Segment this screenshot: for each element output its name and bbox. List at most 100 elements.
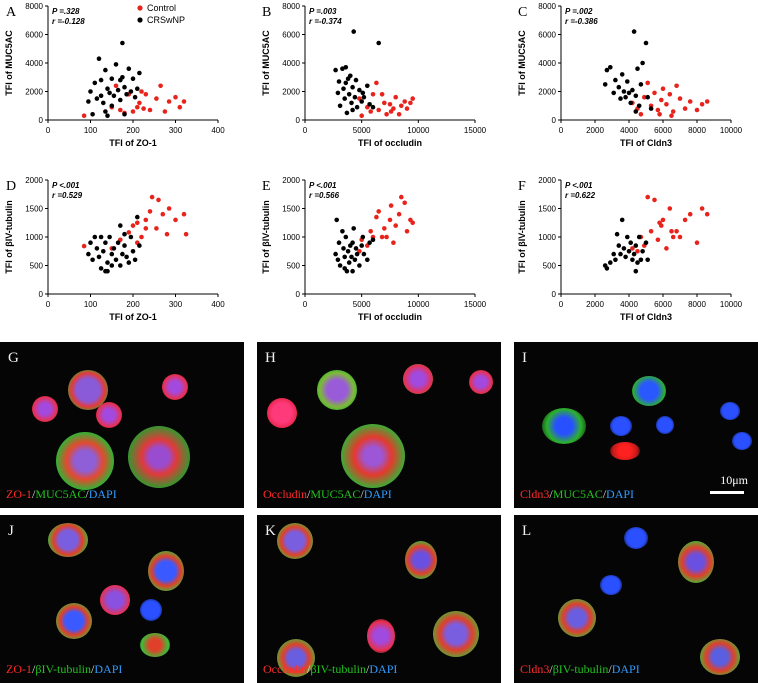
- point-control: [384, 234, 389, 240]
- cell: [610, 416, 632, 436]
- point-crswnp: [105, 268, 110, 274]
- point-crswnp: [608, 65, 613, 70]
- point-crswnp: [625, 234, 630, 240]
- point-control: [135, 220, 140, 226]
- stat-p: P <.001: [309, 181, 337, 190]
- x-axis-label: TFI of occludin: [358, 138, 422, 148]
- point-crswnp: [645, 257, 650, 263]
- point-crswnp: [633, 243, 639, 248]
- point-crswnp: [359, 243, 365, 248]
- stat-r: r =0.529: [52, 191, 83, 200]
- point-crswnp: [614, 231, 620, 237]
- point-control: [657, 220, 662, 226]
- cell: [48, 523, 88, 557]
- cell: [140, 633, 170, 657]
- point-crswnp: [350, 268, 355, 274]
- point-crswnp: [365, 257, 370, 263]
- point-crswnp: [633, 268, 639, 274]
- point-control: [660, 217, 666, 223]
- point-crswnp: [638, 257, 644, 263]
- stain-label: ZO-1/βIV-tubulin/DAPI: [6, 662, 122, 677]
- x-tick-label: 0: [303, 126, 308, 135]
- point-control: [379, 234, 385, 240]
- point-crswnp: [636, 234, 642, 240]
- point-crswnp: [602, 82, 608, 87]
- point-crswnp: [98, 266, 104, 271]
- point-control: [660, 86, 666, 91]
- point-crswnp: [130, 76, 136, 81]
- point-control: [382, 226, 387, 231]
- point-crswnp: [94, 246, 100, 251]
- point-control: [166, 99, 172, 104]
- x-tick-label: 2000: [586, 126, 604, 135]
- point-crswnp: [346, 260, 352, 265]
- cell: [56, 432, 114, 490]
- point-crswnp: [118, 97, 123, 103]
- point-control: [655, 107, 661, 113]
- point-crswnp: [94, 96, 100, 101]
- point-control: [154, 96, 159, 101]
- legend-control-marker: [137, 5, 143, 11]
- point-crswnp: [351, 29, 357, 34]
- point-control: [81, 243, 87, 249]
- point-crswnp: [333, 251, 338, 257]
- point-control: [143, 92, 149, 97]
- point-control: [396, 211, 402, 217]
- stat-p: P =.002: [565, 7, 593, 16]
- cell: [148, 551, 184, 591]
- point-crswnp: [120, 251, 125, 257]
- point-crswnp: [625, 79, 630, 84]
- y-tick-label: 4000: [282, 59, 300, 68]
- point-crswnp: [337, 263, 343, 268]
- point-control: [682, 106, 688, 111]
- stain-sep: /: [366, 662, 370, 676]
- point-crswnp: [344, 110, 350, 116]
- point-crswnp: [341, 86, 346, 91]
- point-crswnp: [349, 254, 354, 260]
- point-crswnp: [132, 94, 138, 100]
- point-crswnp: [604, 67, 610, 73]
- y-tick-label: 0: [296, 290, 301, 299]
- point-crswnp: [640, 249, 645, 254]
- stat-r: r =-0.374: [309, 17, 342, 26]
- point-crswnp: [137, 70, 142, 76]
- y-tick-label: 0: [39, 290, 44, 299]
- point-crswnp: [633, 109, 639, 114]
- panel-letter: I: [522, 350, 527, 366]
- panel-letter: K: [265, 523, 276, 539]
- panel-letter: H: [265, 350, 276, 366]
- point-crswnp: [628, 100, 633, 106]
- y-axis-label: TFI of βIV-tubulin: [517, 200, 527, 273]
- point-control: [704, 99, 710, 104]
- x-tick-label: 0: [559, 126, 564, 135]
- stain-sep: /: [91, 662, 95, 676]
- point-crswnp: [120, 75, 125, 80]
- point-crswnp: [648, 106, 654, 111]
- point-crswnp: [88, 89, 93, 94]
- point-crswnp: [619, 217, 625, 223]
- point-control: [379, 92, 385, 97]
- x-tick-label: 400: [211, 126, 225, 135]
- point-crswnp: [360, 234, 366, 240]
- point-crswnp: [135, 86, 140, 91]
- y-axis-label: TFI of βIV-tubulin: [4, 200, 14, 273]
- point-crswnp: [335, 90, 341, 96]
- point-crswnp: [621, 89, 627, 94]
- stain-green: βIV-tubulin: [310, 662, 367, 676]
- micrograph-l: L Cldn3/βIV-tubulin/DAPI: [514, 515, 758, 683]
- point-control: [162, 109, 168, 114]
- point-control: [81, 113, 87, 118]
- micrograph-h: H Occludin/MUC5AC/DAPI: [257, 342, 501, 508]
- stain-label: Cldn3/βIV-tubulin/DAPI: [520, 662, 640, 677]
- point-crswnp: [616, 84, 622, 90]
- x-tick-label: 0: [559, 300, 564, 309]
- point-crswnp: [341, 246, 346, 251]
- cell: [542, 408, 586, 444]
- panel-letter: C: [518, 5, 527, 20]
- y-tick-label: 6000: [25, 31, 43, 40]
- point-crswnp: [640, 60, 645, 66]
- point-crswnp: [370, 104, 376, 110]
- x-axis-label: TFI of ZO-1: [109, 312, 157, 322]
- point-crswnp: [101, 100, 106, 106]
